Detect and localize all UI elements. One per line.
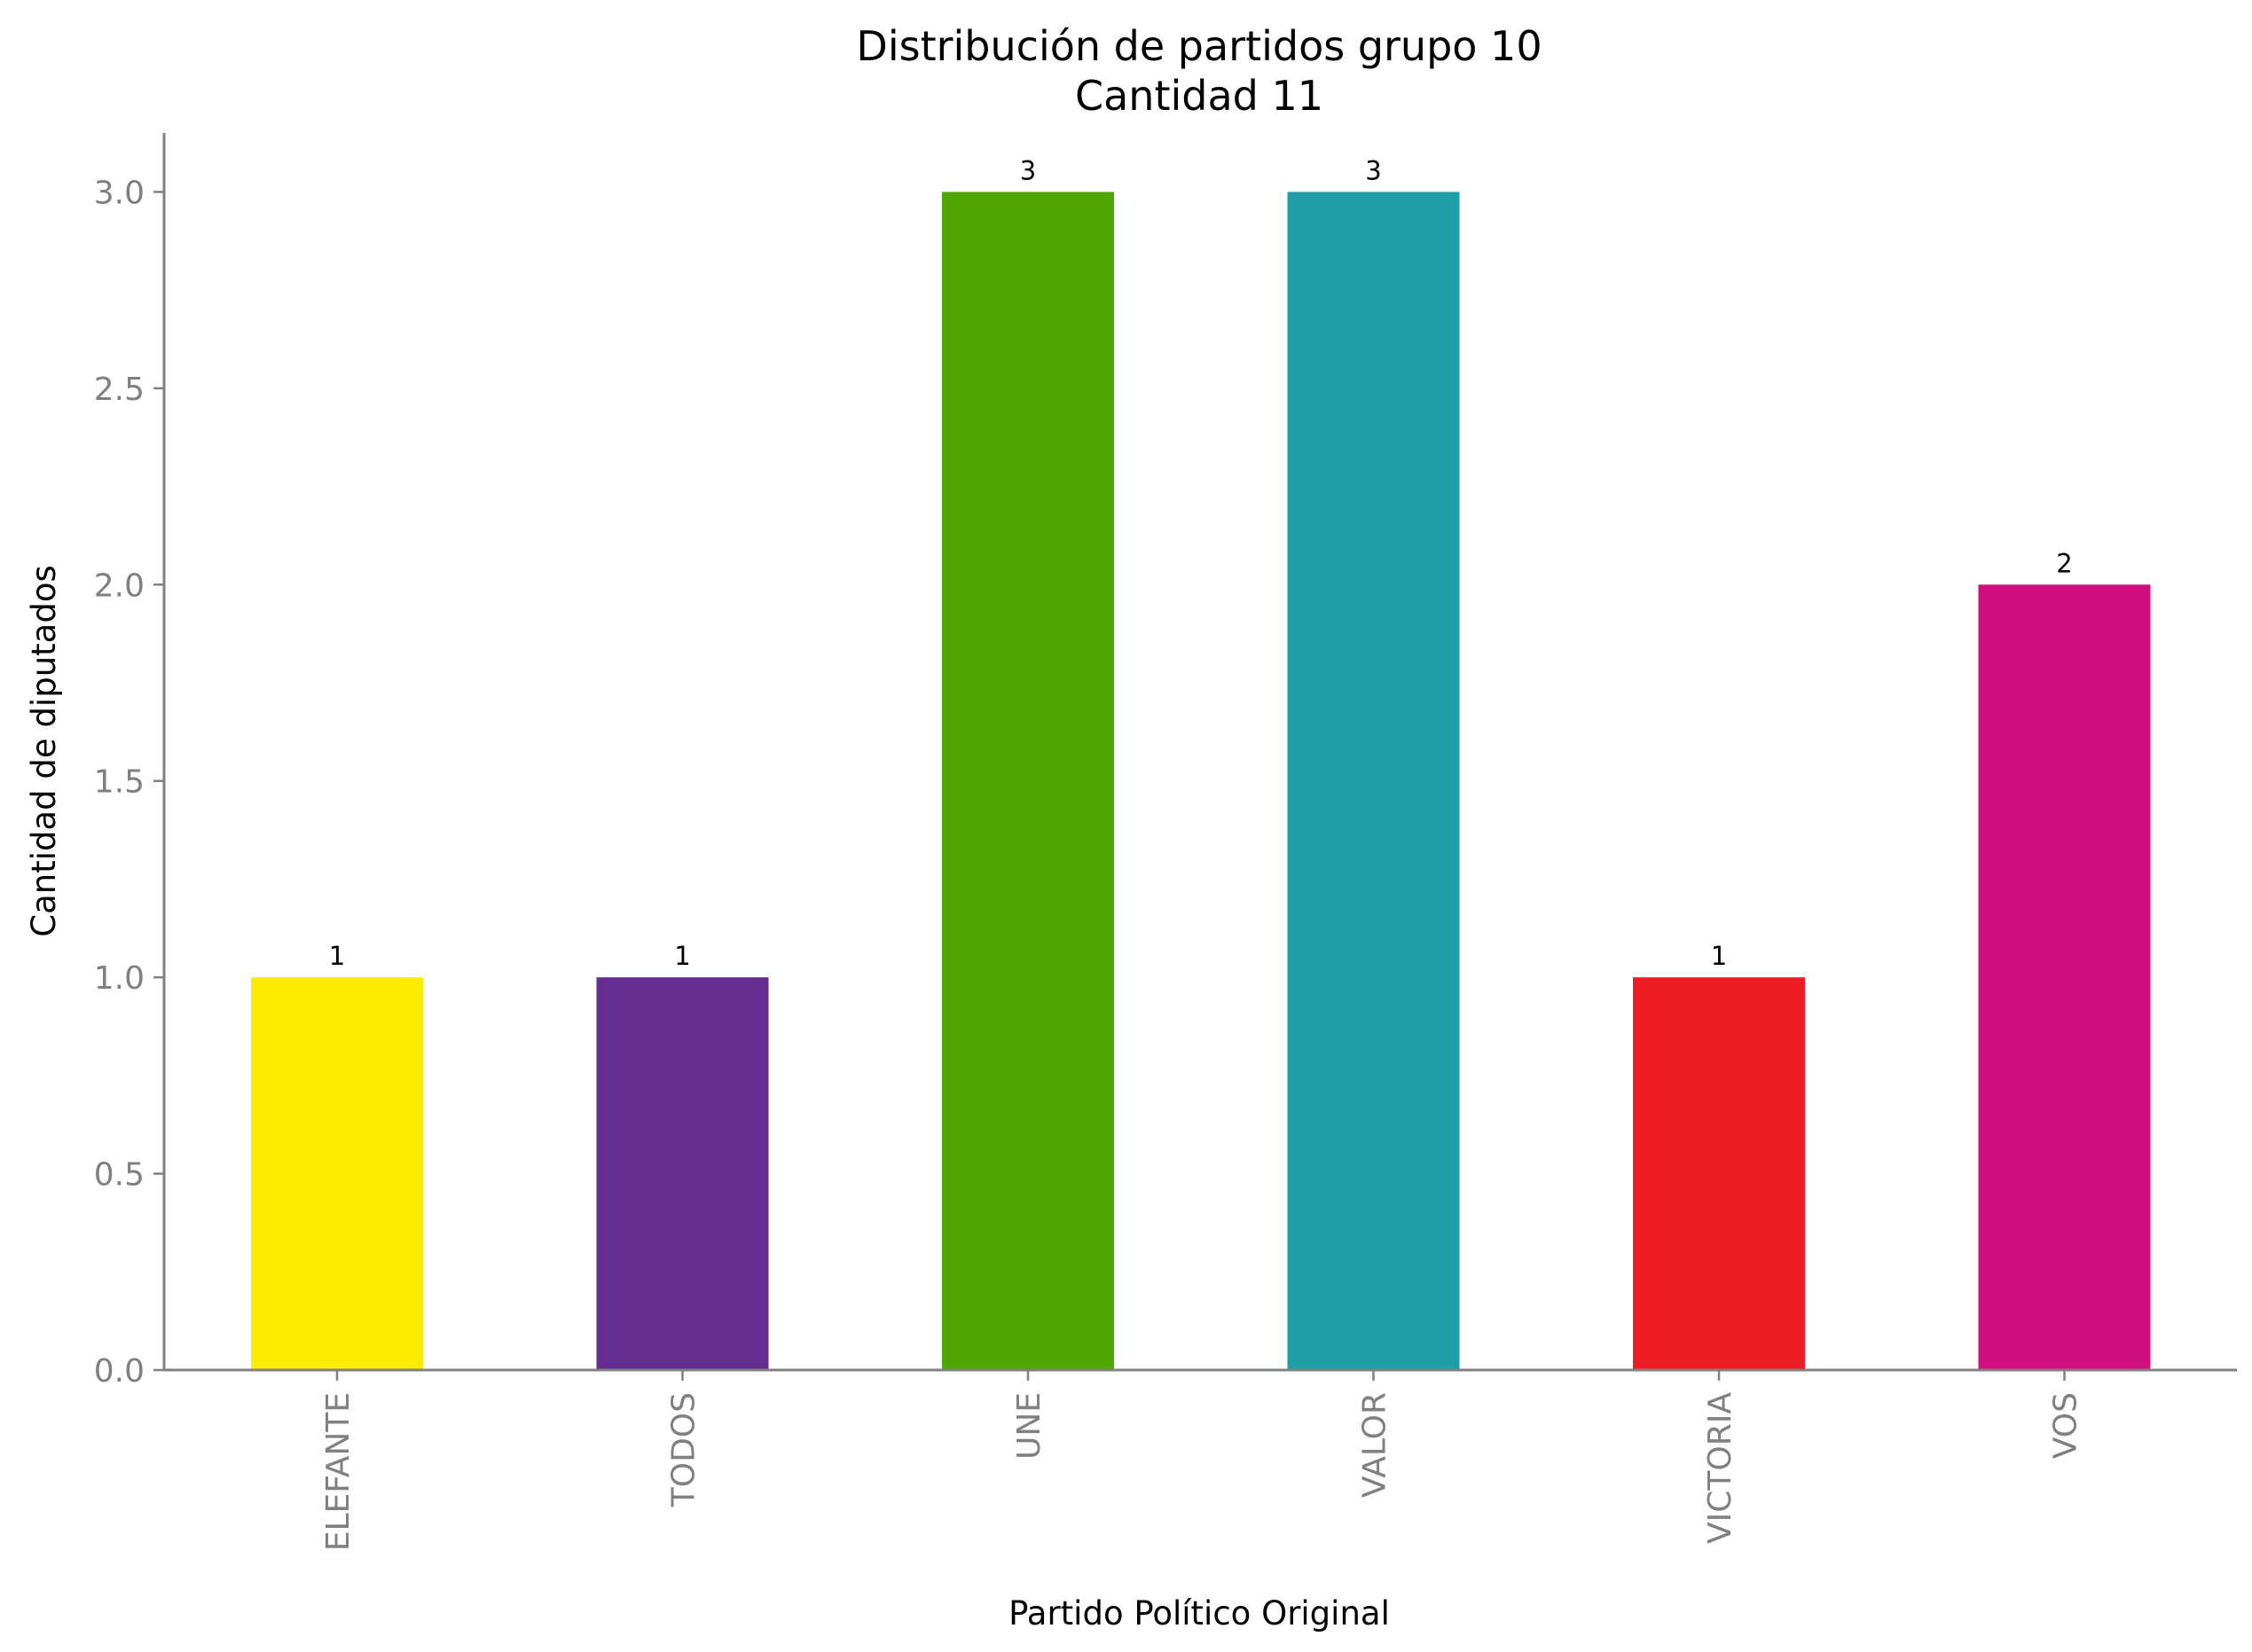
x-tick-label: VALOR [1357,1392,1393,1498]
bar-value-label: 1 [674,941,690,971]
bar-value-label: 3 [1365,155,1381,185]
x-tick-label: TODOS [666,1392,702,1507]
bar-elefante [251,977,423,1370]
y-tick-label: 1.0 [94,960,145,997]
x-tick-label: ELEFANTE [320,1392,357,1551]
bar-value-label: 2 [2056,548,2072,578]
x-axis-ticks: ELEFANTE TODOS UNE VALOR VICTORIA VOS [320,1370,2084,1551]
x-axis-label: Partido Político Original [1008,1594,1390,1632]
bar-value-label: 3 [1020,155,1036,185]
x-tick-label: VICTORIA [1702,1392,1738,1544]
bar-value-label: 1 [329,941,345,971]
y-tick-label: 1.5 [94,764,145,801]
bar-valor [1287,192,1460,1370]
bar-victoria [1633,977,1805,1370]
y-tick-label: 0.5 [94,1157,145,1194]
bar-value-label: 1 [1711,941,1727,971]
y-tick-label: 0.0 [94,1353,145,1390]
y-axis-ticks: 0.0 0.5 1.0 1.5 2.0 2.5 3.0 [94,175,164,1390]
bar-todos [596,977,769,1370]
y-tick-label: 2.0 [94,568,145,604]
x-tick-label: VOS [2048,1392,2084,1459]
chart-subtitle: Cantidad 11 [1075,72,1323,120]
bar-labels-group: 1 1 3 3 1 2 [329,155,2073,971]
bar-vos [1978,584,2151,1370]
bar-une [942,192,1114,1370]
y-axis-label: Cantidad de diputados [25,565,63,936]
chart-title: Distribución de partidos grupo 10 [856,22,1542,70]
x-tick-label: UNE [1011,1392,1048,1460]
y-tick-label: 3.0 [94,175,145,211]
y-tick-label: 2.5 [94,372,145,408]
bars-group [251,192,2151,1370]
